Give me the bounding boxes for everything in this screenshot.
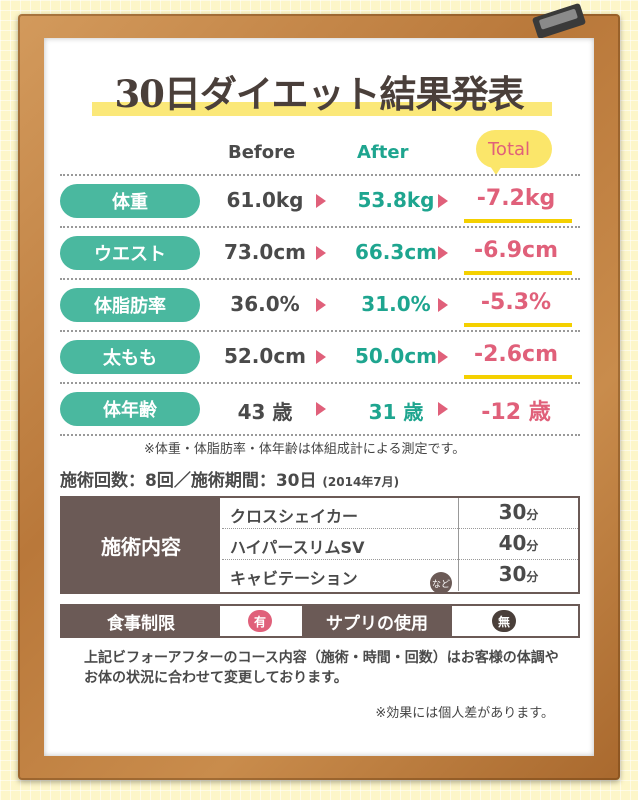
result-row: 体年齢 43 歳 31 歳 -12 歳 bbox=[60, 382, 580, 434]
divider bbox=[60, 226, 580, 228]
total-value: -2.6cm bbox=[473, 342, 559, 367]
diet-value-badge: 有 bbox=[248, 610, 272, 632]
treatment-duration: 30分 bbox=[458, 560, 578, 591]
total-underline bbox=[464, 323, 572, 327]
arrow-right-icon bbox=[316, 402, 326, 416]
arrow-right-icon bbox=[316, 298, 326, 312]
row-label: 体年齢 bbox=[60, 392, 200, 426]
after-value: 53.8kg bbox=[357, 188, 435, 212]
treatment-name: キャビテーション bbox=[230, 569, 358, 588]
before-value: 73.0cm bbox=[223, 240, 307, 264]
treatment-duration: 30分 bbox=[458, 498, 578, 529]
arrow-right-icon bbox=[316, 194, 326, 208]
treatment-row: キャビテーション など 30分 bbox=[222, 560, 578, 594]
arrow-right-icon bbox=[438, 194, 448, 208]
title-highlight bbox=[92, 102, 552, 116]
result-row: 体重 61.0kg 53.8kg -7.2kg bbox=[60, 174, 580, 226]
treatment-name: ハイパースリムSV bbox=[230, 538, 365, 557]
diet-label: 食事制限 bbox=[62, 606, 220, 636]
course-description: 上記ビフォーアフターのコース内容（施術・時間・回数）はお客様の体調やお体の状況に… bbox=[84, 650, 559, 686]
period-text: 施術回数：8回／施術期間：30日 bbox=[60, 471, 317, 491]
effect-note: ※効果には個人差があります。 bbox=[375, 706, 554, 721]
after-value: 31 歳 bbox=[368, 400, 424, 424]
treatment-duration: 40分 bbox=[458, 529, 578, 560]
treatment-label: 施術内容 bbox=[62, 498, 220, 592]
divider bbox=[60, 174, 580, 176]
total-value: -5.3% bbox=[480, 290, 552, 315]
row-label: 体脂肪率 bbox=[60, 288, 200, 322]
divider bbox=[60, 434, 580, 436]
treatment-name: クロスシェイカー bbox=[230, 507, 359, 526]
row-label: 太もも bbox=[60, 340, 200, 374]
after-value: 50.0cm bbox=[354, 344, 438, 368]
treatment-row: ハイパースリムSV 40分 bbox=[222, 529, 578, 560]
row-label: ウエスト bbox=[60, 236, 200, 270]
arrow-right-icon bbox=[316, 246, 326, 260]
arrow-right-icon bbox=[438, 246, 448, 260]
before-value: 43 歳 bbox=[237, 400, 293, 424]
after-value: 31.0% bbox=[361, 292, 431, 316]
treatment-table: 施術内容 クロスシェイカー 30分 ハイパースリムSV 40分 キャビテーション… bbox=[60, 496, 580, 594]
total-header: Total bbox=[488, 139, 531, 160]
result-row: 体脂肪率 36.0% 31.0% -5.3% bbox=[60, 278, 580, 330]
after-value: 66.3cm bbox=[354, 240, 438, 264]
before-value: 61.0kg bbox=[226, 188, 304, 212]
period-date: (2014年7月) bbox=[322, 475, 400, 489]
total-underline bbox=[464, 271, 572, 275]
arrow-right-icon bbox=[438, 350, 448, 364]
treatment-period: 施術回数：8回／施術期間：30日 (2014年7月) bbox=[60, 466, 399, 491]
page-title: 30日ダイエット結果発表 bbox=[114, 72, 524, 116]
result-row: ウエスト 73.0cm 66.3cm -6.9cm bbox=[60, 226, 580, 278]
result-row: 太もも 52.0cm 50.0cm -2.6cm bbox=[60, 330, 580, 382]
total-bubble bbox=[476, 130, 552, 175]
before-value: 36.0% bbox=[230, 292, 300, 316]
divider bbox=[60, 330, 580, 332]
before-value: 52.0cm bbox=[223, 344, 307, 368]
result-board: 30日ダイエット結果発表 Before After Total 体重 61.0k… bbox=[44, 38, 594, 756]
supplement-label: サプリの使用 bbox=[302, 606, 452, 636]
total-underline bbox=[464, 219, 572, 223]
total-underline bbox=[464, 375, 572, 379]
arrow-right-icon bbox=[438, 298, 448, 312]
after-header: After bbox=[357, 142, 409, 163]
measurement-note: ※体重・体脂肪率・体年齢は体組成計による測定です。 bbox=[144, 442, 466, 457]
divider bbox=[60, 278, 580, 280]
before-header: Before bbox=[228, 142, 296, 163]
total-value: -7.2kg bbox=[476, 186, 556, 211]
binder-clip-icon bbox=[532, 3, 586, 39]
arrow-right-icon bbox=[438, 402, 448, 416]
total-value: -6.9cm bbox=[473, 238, 559, 263]
restrictions-row: 食事制限 有 サプリの使用 無 bbox=[60, 604, 580, 638]
etc-badge: など bbox=[430, 572, 452, 594]
supplement-value-badge: 無 bbox=[492, 610, 516, 632]
arrow-right-icon bbox=[316, 350, 326, 364]
treatment-row: クロスシェイカー 30分 bbox=[222, 498, 578, 529]
divider bbox=[60, 382, 580, 384]
total-value: -12 歳 bbox=[481, 400, 551, 425]
row-label: 体重 bbox=[60, 184, 200, 218]
